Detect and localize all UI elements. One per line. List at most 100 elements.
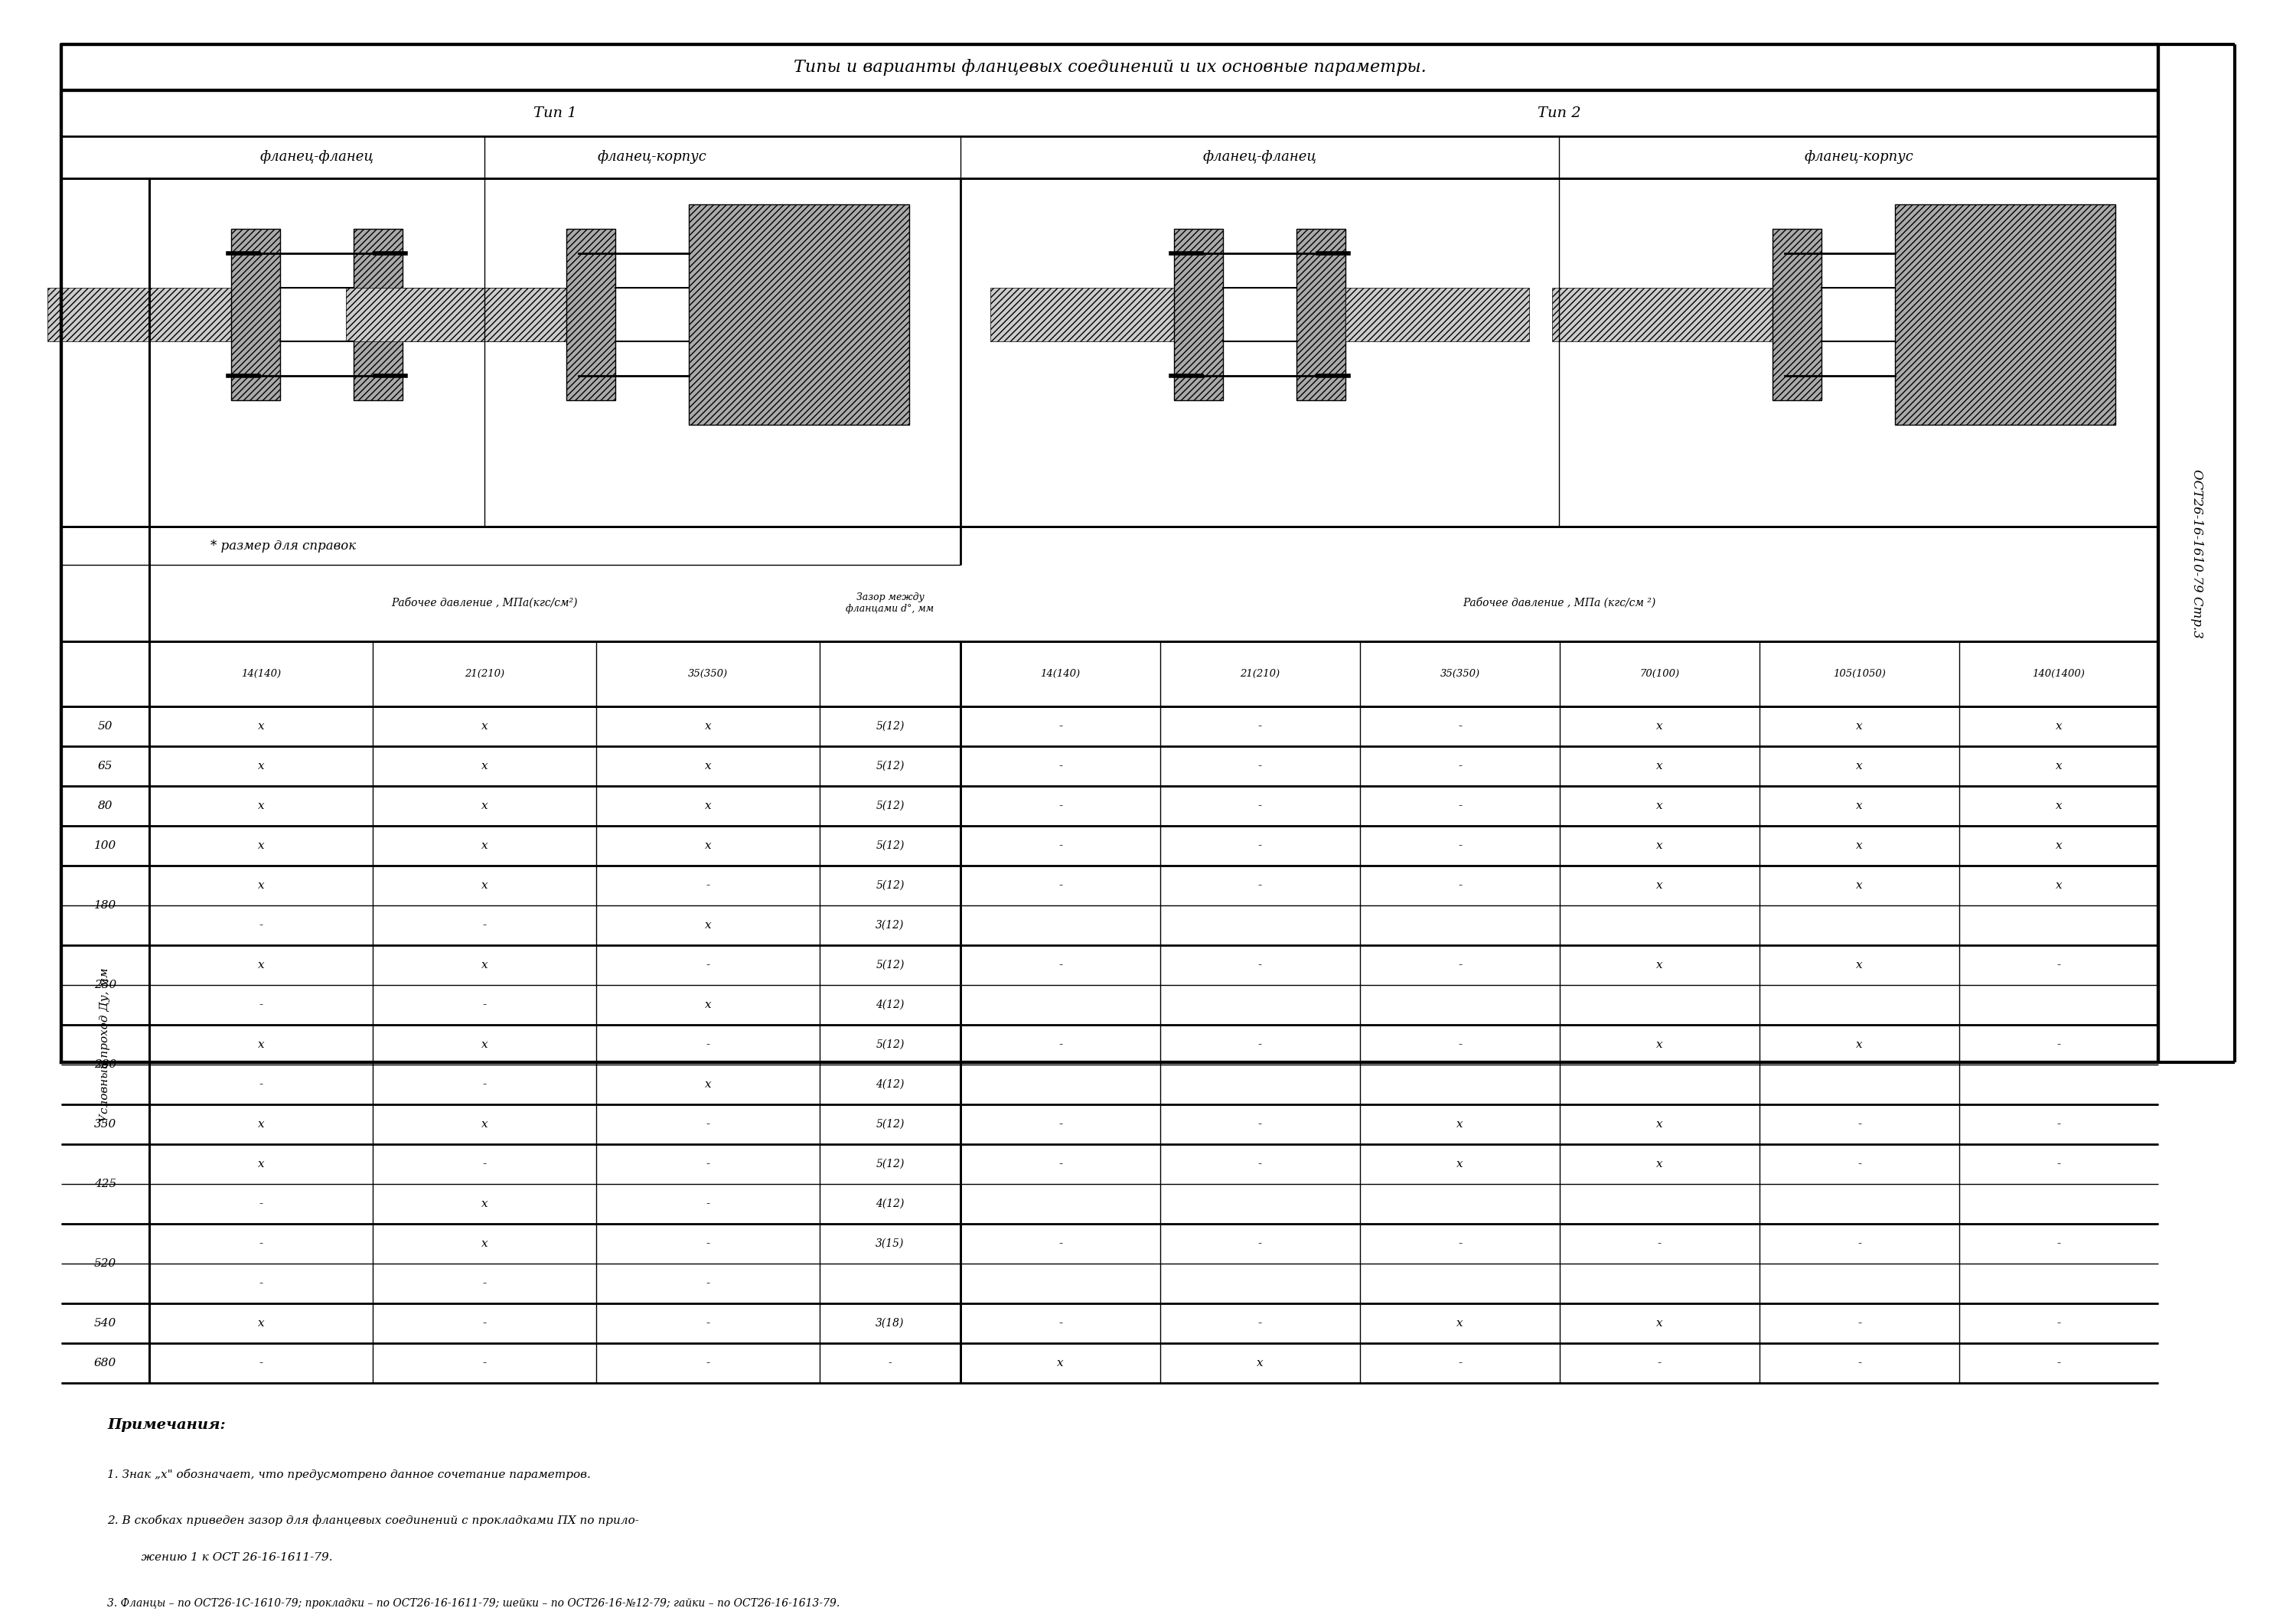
- Text: -: -: [705, 1238, 709, 1250]
- Text: x: x: [2055, 760, 2062, 772]
- Text: -: -: [1658, 1238, 1662, 1250]
- Text: -: -: [1058, 880, 1063, 892]
- Text: -: -: [889, 1358, 891, 1368]
- Bar: [1552, 287, 1773, 342]
- Text: -: -: [1458, 801, 1463, 810]
- Text: -: -: [1058, 721, 1063, 731]
- Text: Тип 1: Тип 1: [533, 107, 576, 120]
- Text: 5(12): 5(12): [875, 1159, 905, 1169]
- Text: 540: 540: [94, 1318, 117, 1329]
- Text: 21(210): 21(210): [464, 669, 505, 679]
- Text: 80: 80: [99, 801, 113, 810]
- Text: фланец-корпус: фланец-корпус: [1805, 151, 1913, 164]
- Text: 14(140): 14(140): [241, 669, 280, 679]
- Text: -: -: [259, 1238, 264, 1250]
- Text: 3(18): 3(18): [875, 1318, 905, 1329]
- Text: фланец-корпус: фланец-корпус: [597, 151, 707, 164]
- Text: -: -: [1258, 1118, 1263, 1130]
- Text: x: x: [1855, 840, 1862, 851]
- Text: x: x: [257, 840, 264, 851]
- Text: 70(100): 70(100): [1639, 669, 1681, 679]
- Text: x: x: [705, 840, 712, 851]
- Text: 14(140): 14(140): [1040, 669, 1081, 679]
- Text: 140(1400): 140(1400): [2032, 669, 2085, 679]
- Text: x: x: [482, 880, 487, 892]
- Text: x: x: [1655, 721, 1662, 731]
- Text: x: x: [1456, 1118, 1463, 1130]
- Text: x: x: [1855, 760, 1862, 772]
- Bar: [1173, 229, 1224, 400]
- Text: x: x: [482, 1198, 487, 1209]
- Text: x: x: [1456, 1159, 1463, 1169]
- Text: x: x: [482, 801, 487, 810]
- Text: -: -: [705, 960, 709, 971]
- Text: -: -: [2057, 1238, 2062, 1250]
- Text: 35(350): 35(350): [689, 669, 728, 679]
- Text: -: -: [1458, 760, 1463, 772]
- Text: -: -: [1258, 721, 1263, 731]
- Text: x: x: [1655, 840, 1662, 851]
- Text: -: -: [482, 1277, 487, 1289]
- Text: x: x: [257, 721, 264, 731]
- Text: 425: 425: [94, 1178, 117, 1190]
- Text: -: -: [1658, 1358, 1662, 1368]
- Text: 1. Знак „х" обозначает, что предусмотрено данное сочетание параметров.: 1. Знак „х" обозначает, что предусмотрен…: [108, 1469, 590, 1480]
- Text: x: x: [705, 721, 712, 731]
- Text: x: x: [1855, 1039, 1862, 1050]
- Text: x: x: [257, 760, 264, 772]
- Text: -: -: [705, 1039, 709, 1050]
- Text: -: -: [259, 1198, 264, 1209]
- Text: x: x: [1655, 960, 1662, 971]
- Text: x: x: [482, 760, 487, 772]
- Text: -: -: [1458, 1039, 1463, 1050]
- Text: x: x: [1456, 1318, 1463, 1329]
- Text: x: x: [257, 1039, 264, 1050]
- Text: -: -: [1258, 960, 1263, 971]
- Text: x: x: [705, 801, 712, 810]
- Text: -: -: [2057, 1039, 2062, 1050]
- Text: x: x: [257, 1318, 264, 1329]
- Text: x: x: [257, 1118, 264, 1130]
- Text: -: -: [1258, 1238, 1263, 1250]
- Text: 100: 100: [94, 840, 117, 851]
- Bar: [48, 287, 232, 342]
- Text: 520: 520: [94, 1258, 117, 1269]
- Text: x: x: [1655, 880, 1662, 892]
- Text: 3(15): 3(15): [875, 1238, 905, 1250]
- Text: x: x: [257, 801, 264, 810]
- Text: -: -: [482, 1358, 487, 1368]
- Bar: [990, 287, 1173, 342]
- Text: жению 1 к ОСТ 26-16-1611-79.: жению 1 к ОСТ 26-16-1611-79.: [131, 1553, 333, 1563]
- Text: x: x: [1056, 1358, 1063, 1368]
- Text: x: x: [2055, 880, 2062, 892]
- Text: -: -: [1058, 1159, 1063, 1169]
- Text: -: -: [1058, 960, 1063, 971]
- Text: 5(12): 5(12): [875, 1118, 905, 1130]
- Text: Условный проход Ду, мм: Условный проход Ду, мм: [99, 968, 110, 1122]
- Bar: [689, 204, 909, 425]
- Text: 4(12): 4(12): [875, 1080, 905, 1089]
- Text: -: -: [705, 1198, 709, 1209]
- Bar: [1345, 287, 1529, 342]
- Text: -: -: [1258, 1318, 1263, 1329]
- Text: -: -: [2057, 1318, 2062, 1329]
- Text: 280: 280: [94, 1059, 117, 1070]
- Text: -: -: [1458, 1358, 1463, 1368]
- Text: Примечания:: Примечания:: [108, 1418, 225, 1431]
- Text: 180: 180: [94, 900, 117, 911]
- Text: 3. Фланцы – по ОСТ26-1С-1610-79; прокладки – по ОСТ26-16-1611-79; шейки – по ОСТ: 3. Фланцы – по ОСТ26-1С-1610-79; проклад…: [108, 1598, 840, 1608]
- Text: x: x: [1855, 801, 1862, 810]
- Text: -: -: [1058, 840, 1063, 851]
- Text: -: -: [1458, 1238, 1463, 1250]
- Text: -: -: [2057, 1118, 2062, 1130]
- Text: -: -: [482, 1080, 487, 1089]
- Text: 105(1050): 105(1050): [1832, 669, 1885, 679]
- Text: x: x: [1855, 721, 1862, 731]
- Text: -: -: [1058, 760, 1063, 772]
- Text: -: -: [259, 921, 264, 930]
- Text: -: -: [1258, 801, 1263, 810]
- Text: 5(12): 5(12): [875, 760, 905, 772]
- Text: x: x: [257, 880, 264, 892]
- Text: x: x: [705, 921, 712, 930]
- Text: x: x: [1655, 801, 1662, 810]
